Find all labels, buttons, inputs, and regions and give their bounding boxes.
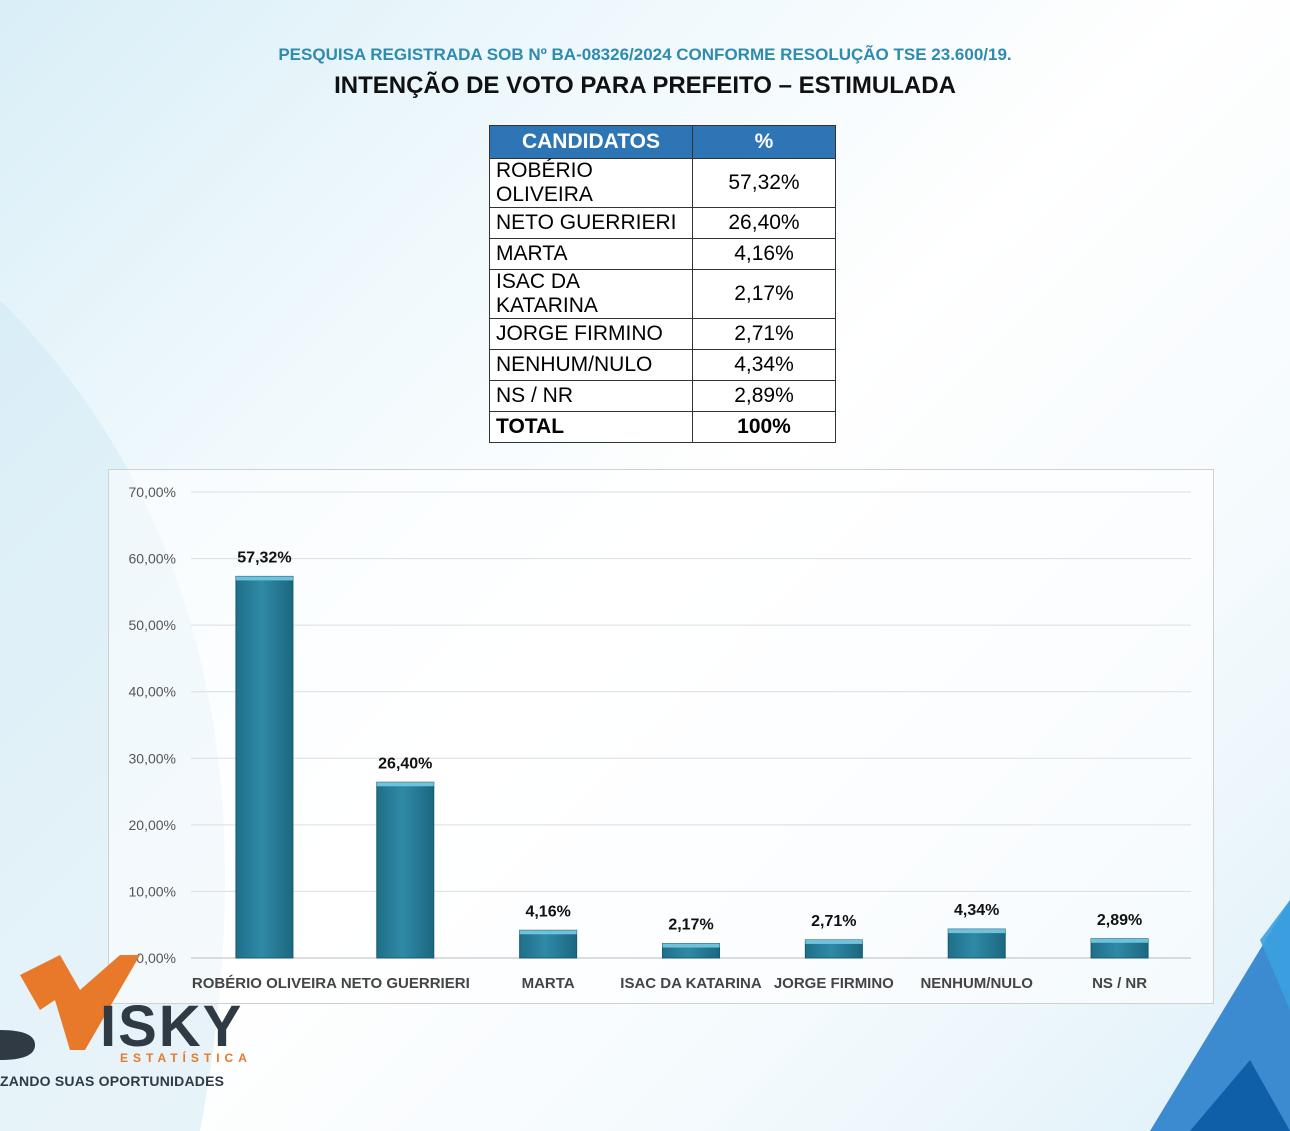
table-row: ROBÉRIO OLIVEIRA 57,32%	[489, 158, 836, 208]
candidate-percent: 4,16%	[692, 238, 836, 270]
bar-highlight	[376, 782, 434, 787]
col-candidates-header: CANDIDATOS	[489, 125, 693, 159]
category-label: NENHUM/NULO	[920, 975, 1033, 992]
table-row: JORGE FIRMINO 2,71%	[489, 318, 836, 350]
candidate-percent: 57,32%	[692, 158, 836, 208]
candidate-name: MARTA	[489, 238, 693, 270]
data-label: 2,89%	[1097, 912, 1142, 929]
bar-highlight	[662, 943, 720, 948]
y-tick-label: 40,00%	[129, 684, 176, 700]
y-tick-label: 70,00%	[129, 484, 176, 500]
data-label: 26,40%	[378, 755, 432, 772]
category-label: NS / NR	[1092, 975, 1147, 992]
candidate-name: ROBÉRIO OLIVEIRA	[489, 158, 693, 208]
candidate-name: ISAC DA KATARINA	[489, 269, 693, 319]
candidate-name: JORGE FIRMINO	[489, 318, 693, 350]
candidate-percent: 4,34%	[692, 349, 836, 381]
bar-chart-frame: 0,00% 10,00% 20,00% 30,00% 40,00% 50,00% 60,00…	[108, 469, 1214, 1004]
data-label: 4,34%	[954, 902, 999, 919]
y-tick-label: 30,00%	[129, 750, 176, 766]
y-tick-label: 20,00%	[129, 817, 176, 833]
category-label: MARTA	[522, 975, 575, 992]
category-label: NETO GUERRIERI	[341, 975, 470, 992]
y-tick-label: 0,00%	[136, 950, 176, 966]
data-label: 57,32%	[237, 549, 291, 566]
category-label: ROBÉRIO OLIVEIRA	[192, 975, 337, 992]
page-title: INTENÇÃO DE VOTO PARA PREFEITO – ESTIMUL…	[334, 72, 956, 99]
results-table: CANDIDATOS % ROBÉRIO OLIVEIRA 57,32% NETO…	[489, 125, 836, 443]
registry-note: PESQUISA REGISTRADA SOB Nº BA-08326/2024…	[278, 45, 1012, 64]
bar-chart: 0,00% 10,00% 20,00% 30,00% 40,00% 50,00% 60,00…	[129, 484, 1191, 992]
candidate-percent: 2,17%	[692, 269, 836, 319]
candidate-name: NS / NR	[489, 380, 693, 412]
data-label: 2,71%	[811, 913, 856, 930]
y-tick-label: 10,00%	[129, 883, 176, 899]
category-label: ISAC DA KATARINA	[620, 975, 762, 992]
candidate-name: NENHUM/NULO	[489, 349, 693, 381]
bar-highlight	[948, 929, 1006, 934]
candidate-name: NETO GUERRIERI	[489, 207, 693, 239]
total-value: 100%	[692, 411, 836, 443]
bar	[235, 575, 294, 959]
category-label: JORGE FIRMINO	[774, 975, 894, 992]
logo-name: ISKY	[100, 994, 244, 1059]
candidate-percent: 2,89%	[692, 380, 836, 412]
logo-subtitle: ESTATÍSTICA	[120, 1051, 252, 1065]
bar	[947, 928, 1006, 959]
table-row: NETO GUERRIERI 26,40%	[489, 207, 836, 239]
logo-mark-icon	[0, 955, 140, 1060]
bar	[804, 939, 863, 959]
bar	[519, 929, 578, 959]
bar-highlight	[235, 576, 293, 581]
total-row: TOTAL 100%	[489, 411, 836, 443]
y-tick-label: 50,00%	[129, 617, 176, 633]
table-row: ISAC DA KATARINA 2,17%	[489, 269, 836, 319]
data-label: 2,17%	[668, 917, 713, 934]
candidate-percent: 26,40%	[692, 207, 836, 239]
col-percent-header: %	[692, 125, 836, 159]
bar-highlight	[805, 939, 863, 944]
table-row: NS / NR 2,89%	[489, 380, 836, 412]
table-row: MARTA 4,16%	[489, 238, 836, 270]
table-row: NENHUM/NULO 4,34%	[489, 349, 836, 381]
data-label: 4,16%	[525, 903, 570, 920]
logo-tagline: ZANDO SUAS OPORTUNIDADES	[0, 1073, 225, 1089]
bar	[376, 781, 435, 959]
bar-highlight	[519, 930, 577, 935]
candidate-percent: 2,71%	[692, 318, 836, 350]
company-logo: ISKY ESTATÍSTICA ZANDO SUAS OPORTUNIDADE…	[0, 955, 300, 1095]
y-tick-label: 60,00%	[129, 551, 176, 567]
bar-highlight	[1091, 938, 1149, 943]
total-label: TOTAL	[489, 411, 693, 443]
